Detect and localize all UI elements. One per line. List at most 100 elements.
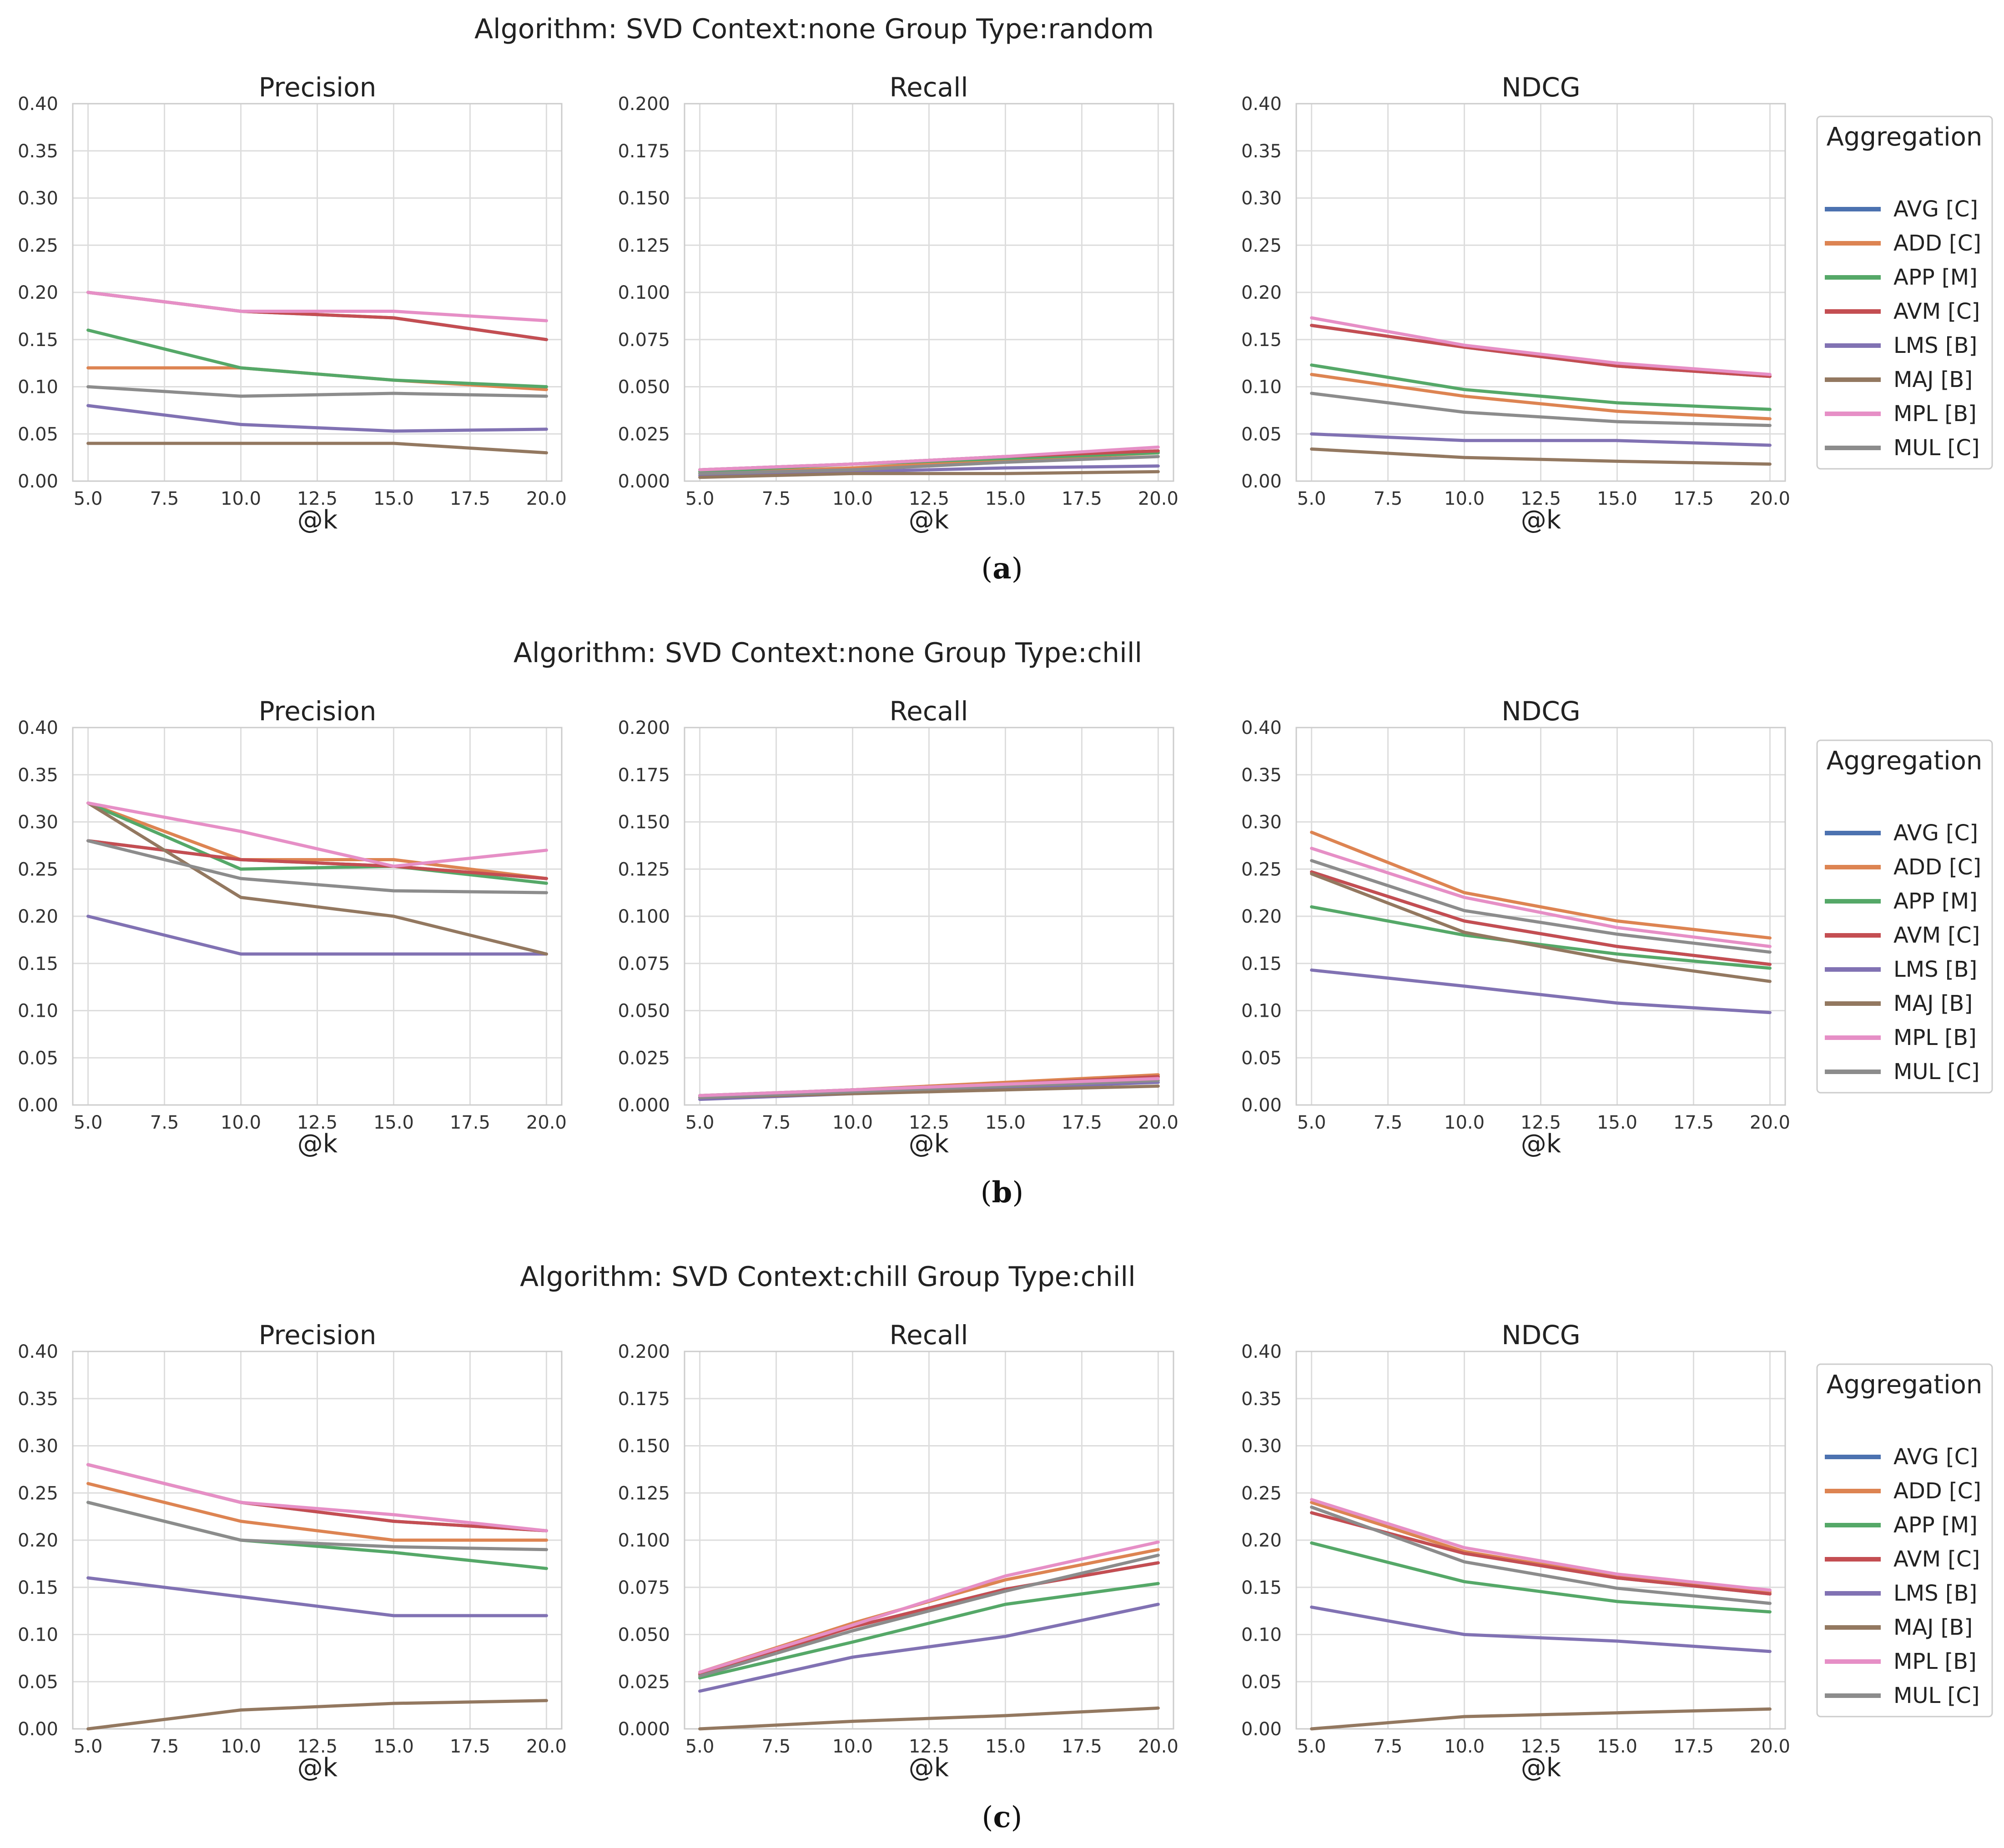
legend-label: MAJ [B] [1893,1615,1973,1640]
x-tick-label: 10.0 [832,1736,873,1757]
series-line [1310,373,1772,421]
x-tick-label: 12.5 [1521,1112,1561,1133]
y-tick-label: 0.100 [618,906,670,927]
series-line [698,1077,1160,1097]
legend-label: ADD [C] [1893,1478,1981,1504]
y-tick-label: 0.000 [618,471,670,492]
legend-item: AVG [C] [1825,820,1978,846]
y-tick-label: 0.050 [618,377,670,398]
y-tick-label: 0.15 [18,330,58,351]
x-tick-label: 12.5 [909,1736,949,1757]
x-axis-label: @k [909,1129,949,1159]
y-tick-label: 0.200 [618,718,670,738]
x-tick-label: 5.0 [74,488,103,509]
x-tick-label: 20.0 [526,1112,567,1133]
y-tick-label: 0.25 [1241,859,1282,880]
panel-title: NDCG [1501,1320,1581,1351]
row-title: Algorithm: SVD Context:none Group Type:c… [514,637,1142,669]
series-line [86,801,548,956]
legend-item: ADD [C] [1825,1478,1981,1504]
y-tick-label: 0.200 [618,1341,670,1362]
series-line [86,385,548,398]
legend-item: LMS [B] [1825,957,1977,982]
legend-item: ADD [C] [1825,231,1981,256]
y-tick-label: 0.10 [18,1001,58,1022]
panel-title: Recall [889,72,968,103]
legend: Aggregation AVG [C] ADD [C] APP [M] AVM … [1816,116,1993,470]
legend-label: LMS [B] [1893,1581,1977,1606]
series-line [1310,870,1772,966]
legend-item: MUL [C] [1825,1059,1980,1085]
legend-title: Aggregation [1827,746,1983,776]
y-tick-label: 0.20 [18,282,58,303]
x-tick-label: 7.5 [1374,1112,1403,1133]
y-tick-label: 0.150 [618,812,670,833]
x-tick-label: 12.5 [909,488,949,509]
legend-item: MUL [C] [1825,435,1980,461]
y-tick-label: 0.150 [618,1436,670,1457]
y-tick-label: 0.20 [18,1530,58,1551]
series-line [1310,447,1772,466]
y-tick-label: 0.25 [18,1483,58,1504]
series-line [1310,872,1772,983]
x-tick-label: 10.0 [832,488,873,509]
series-line [1310,968,1772,1014]
legend-item: MAJ [B] [1825,1615,1973,1640]
x-tick-label: 15.0 [985,1112,1026,1133]
x-tick-label: 15.0 [1597,1736,1637,1757]
series-line [1310,324,1772,378]
legend-item: ADD [C] [1825,854,1981,880]
y-tick-label: 0.20 [18,906,58,927]
x-tick-label: 20.0 [1750,1736,1790,1757]
legend-item: MAJ [B] [1825,991,1973,1016]
plot-frame [72,103,563,482]
y-tick-label: 0.00 [1241,471,1282,492]
x-tick-label: 7.5 [150,1112,179,1133]
plot-frame [684,727,1174,1106]
series-line [86,839,548,894]
legend-label: AVG [C] [1893,1444,1978,1470]
plot-frame [684,103,1174,482]
plots: 5.0 7.5 10.0 12.5 15.0 17.5 20.0 0.00 0.05 0.10 0.… [18,94,1790,1757]
series-line [86,1463,548,1532]
series-line [86,328,548,388]
legend-item: MPL [B] [1825,401,1977,427]
chart-panel: 5.0 7.5 10.0 12.5 15.0 17.5 20.0 0.00 0.05 0.10 0.… [18,1341,567,1757]
y-tick-label: 0.00 [1241,1719,1282,1740]
series-line [1310,1707,1772,1731]
series-line [1310,1505,1772,1605]
y-tick-label: 0.35 [18,1389,58,1410]
x-tick-label: 12.5 [909,1112,949,1133]
plot-frame [72,1351,563,1730]
chart-panel: 5.0 7.5 10.0 12.5 15.0 17.5 20.0 0.00 0.05 0.10 0.… [1241,1341,1790,1757]
y-tick-label: 0.25 [18,235,58,256]
x-tick-label: 17.5 [450,1112,490,1133]
plot-frame [1295,103,1786,482]
legend-item: APP [M] [1825,1512,1978,1538]
y-tick-label: 0.15 [1241,330,1282,351]
x-axis-label: @k [909,505,949,535]
y-tick-label: 0.30 [18,812,58,833]
legend-label: MPL [B] [1893,1649,1977,1674]
y-tick-label: 0.200 [618,94,670,115]
x-tick-label: 15.0 [985,1736,1026,1757]
chart-panel: 5.0 7.5 10.0 12.5 15.0 17.5 20.0 0.000 0.025 0.05… [618,94,1178,509]
y-tick-label: 0.35 [1241,141,1282,162]
y-tick-label: 0.050 [618,1625,670,1646]
legend: Aggregation AVG [C] ADD [C] APP [M] AVM … [1816,739,1993,1094]
plot-frame [1295,1351,1786,1730]
legend-item: MPL [B] [1825,1649,1977,1674]
x-tick-label: 15.0 [1597,1112,1637,1133]
y-tick-label: 0.15 [1241,1577,1282,1598]
legend-item: APP [M] [1825,889,1978,914]
y-tick-label: 0.05 [1241,1672,1282,1692]
x-tick-label: 5.0 [685,1736,715,1757]
x-tick-label: 7.5 [1374,488,1403,509]
x-axis-label: @k [1521,505,1561,535]
series-line [1310,847,1772,948]
x-tick-label: 12.5 [1521,488,1561,509]
legend-item: MAJ [B] [1825,367,1973,392]
series-line [1310,1541,1772,1614]
x-tick-label: 12.5 [1521,1736,1561,1757]
